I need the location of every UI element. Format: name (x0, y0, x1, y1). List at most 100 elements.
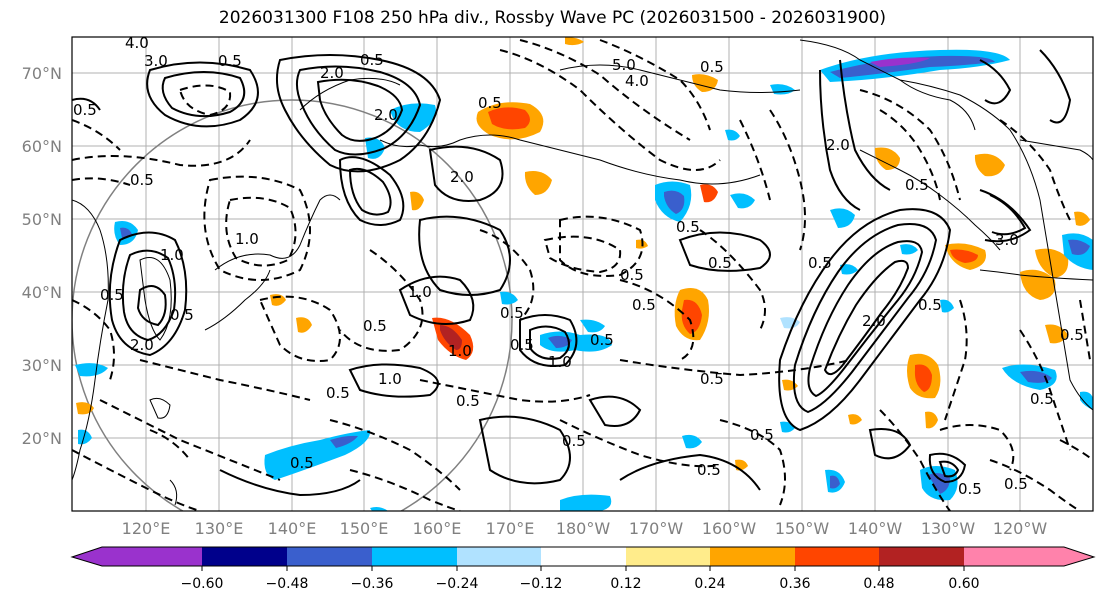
contour-label: 1.0 (448, 342, 472, 360)
contour-label: 2.0 (374, 106, 398, 124)
contour-label: 0.5 (73, 101, 97, 119)
colorbar-segment (372, 547, 457, 566)
colorbar-tick: 0.60 (948, 576, 979, 592)
contour-label: 0.5 (700, 370, 724, 388)
contour-label: 3.0 (144, 52, 168, 70)
contour-label: 0.5 (170, 306, 194, 324)
contour-label: 0.5 (676, 218, 700, 236)
contour-label: 2.0 (130, 336, 154, 354)
lon-label: 120°E (122, 519, 171, 538)
colorbar-segment (1064, 547, 1094, 566)
contour-label: 2.0 (320, 64, 344, 82)
colorbar-tick: 0.36 (779, 576, 810, 592)
colorbar-tick: −0.60 (181, 576, 224, 592)
lon-label: 170°W (629, 519, 684, 538)
dashed-contours (72, 39, 1093, 511)
contour-label: 1.0 (235, 230, 259, 248)
colorbar-segment (795, 547, 879, 566)
lon-label: 130°W (921, 519, 976, 538)
lon-label: 130°E (195, 519, 244, 538)
lon-label: 150°E (340, 519, 389, 538)
contour-label: 0.5 (905, 176, 929, 194)
lat-label: 20°N (22, 429, 62, 448)
contour-label: 1.0 (548, 353, 572, 371)
colorbar-segment (710, 547, 795, 566)
contour-label: 0.5 (590, 331, 614, 349)
contour-label: 1.0 (378, 370, 402, 388)
contour-label: 0.5 (620, 266, 644, 284)
contour-label: 2.0 (826, 136, 850, 154)
colorbar-segment (626, 547, 710, 566)
lon-label: 150°W (775, 519, 830, 538)
contour-label: 1.0 (408, 283, 432, 301)
longitude-axis: 120°E 130°E 140°E 150°E 160°E 170°E 180°… (122, 519, 1048, 538)
contour-labels: 4.0 3.0 2.0 0.5 0.5 0.5 1.0 0.5 2.0 0.5 … (73, 34, 1084, 498)
contour-label: 0.5 (456, 392, 480, 410)
lon-label: 170°E (486, 519, 535, 538)
contour-label: 0.5 (918, 296, 942, 314)
latitude-axis: 70°N 60°N 50°N 40°N 30°N 20°N (22, 64, 62, 448)
lat-label: 40°N (22, 283, 62, 302)
solid-contours (72, 49, 1072, 497)
contour-label: 0.5 (562, 432, 586, 450)
lat-label: 30°N (22, 356, 62, 375)
colorbar-segment (102, 547, 202, 566)
coastlines (72, 39, 1093, 506)
contour-label: 0.5 (958, 480, 982, 498)
colorbar-tick: −0.36 (351, 576, 394, 592)
contour-label: 2.0 (862, 312, 886, 330)
region-circle (72, 99, 513, 511)
gridlines (72, 37, 1093, 511)
contour-label: 0.5 (1030, 390, 1054, 408)
lon-label: 160°W (702, 519, 757, 538)
colorbar-tick: −0.24 (436, 576, 479, 592)
contour-label: 0.5 (478, 94, 502, 112)
contour-label: 0.5 (750, 426, 774, 444)
positive-divergence-fills (76, 37, 1090, 471)
lon-label: 160°E (413, 519, 462, 538)
lon-label: 140°E (268, 519, 317, 538)
contour-label: 4.0 (625, 72, 649, 90)
colorbar-segment (879, 547, 964, 566)
contour-label: 0.5 (500, 304, 524, 322)
contour-label: 2.0 (450, 168, 474, 186)
contour-label: 1.0 (160, 246, 184, 264)
colorbar-tick: −0.12 (520, 576, 563, 592)
contour-label: 0.5 (130, 171, 154, 189)
colorbar-segment (72, 547, 102, 566)
lon-label: 180°W (556, 519, 611, 538)
colorbar-segment (541, 547, 626, 566)
contour-label: 0.5 (360, 51, 384, 69)
lat-label: 60°N (22, 137, 62, 156)
colorbar: −0.60 −0.48 −0.36 −0.24 −0.12 0.12 0.24 … (70, 546, 1096, 592)
lon-label: 120°W (993, 519, 1048, 538)
colorbar-tick: 0.48 (863, 576, 894, 592)
map-title: 2026031300 F108 250 hPa div., Rossby Wav… (218, 8, 887, 28)
colorbar-tick: −0.48 (266, 576, 309, 592)
map-frame (71, 36, 1094, 512)
colorbar-segment (287, 547, 372, 566)
contour-label: 0.5 (363, 317, 387, 335)
colorbar-segment (457, 547, 541, 566)
contour-label: 3.0 (995, 231, 1019, 249)
colorbar-segment (964, 547, 1064, 566)
contour-label: 0.5 (218, 52, 242, 70)
contour-label: 0.5 (290, 454, 314, 472)
contour-label: 4.0 (125, 34, 149, 52)
contour-label: 0.5 (697, 461, 721, 479)
lat-label: 50°N (22, 210, 62, 229)
contour-label: 5.0 (612, 56, 636, 74)
colorbar-tick: 0.24 (694, 576, 725, 592)
contour-label: 0.5 (100, 286, 124, 304)
contour-label: 0.5 (1004, 475, 1028, 493)
contour-label: 0.5 (708, 254, 732, 272)
colorbar-tick: 0.12 (610, 576, 641, 592)
lon-label: 140°W (848, 519, 903, 538)
contour-label: 0.5 (510, 336, 534, 354)
lat-label: 70°N (22, 64, 62, 83)
contour-label: 0.5 (632, 296, 656, 314)
contour-label: 0.5 (700, 58, 724, 76)
contour-label: 0.5 (326, 384, 350, 402)
contour-label: 0.5 (808, 254, 832, 272)
